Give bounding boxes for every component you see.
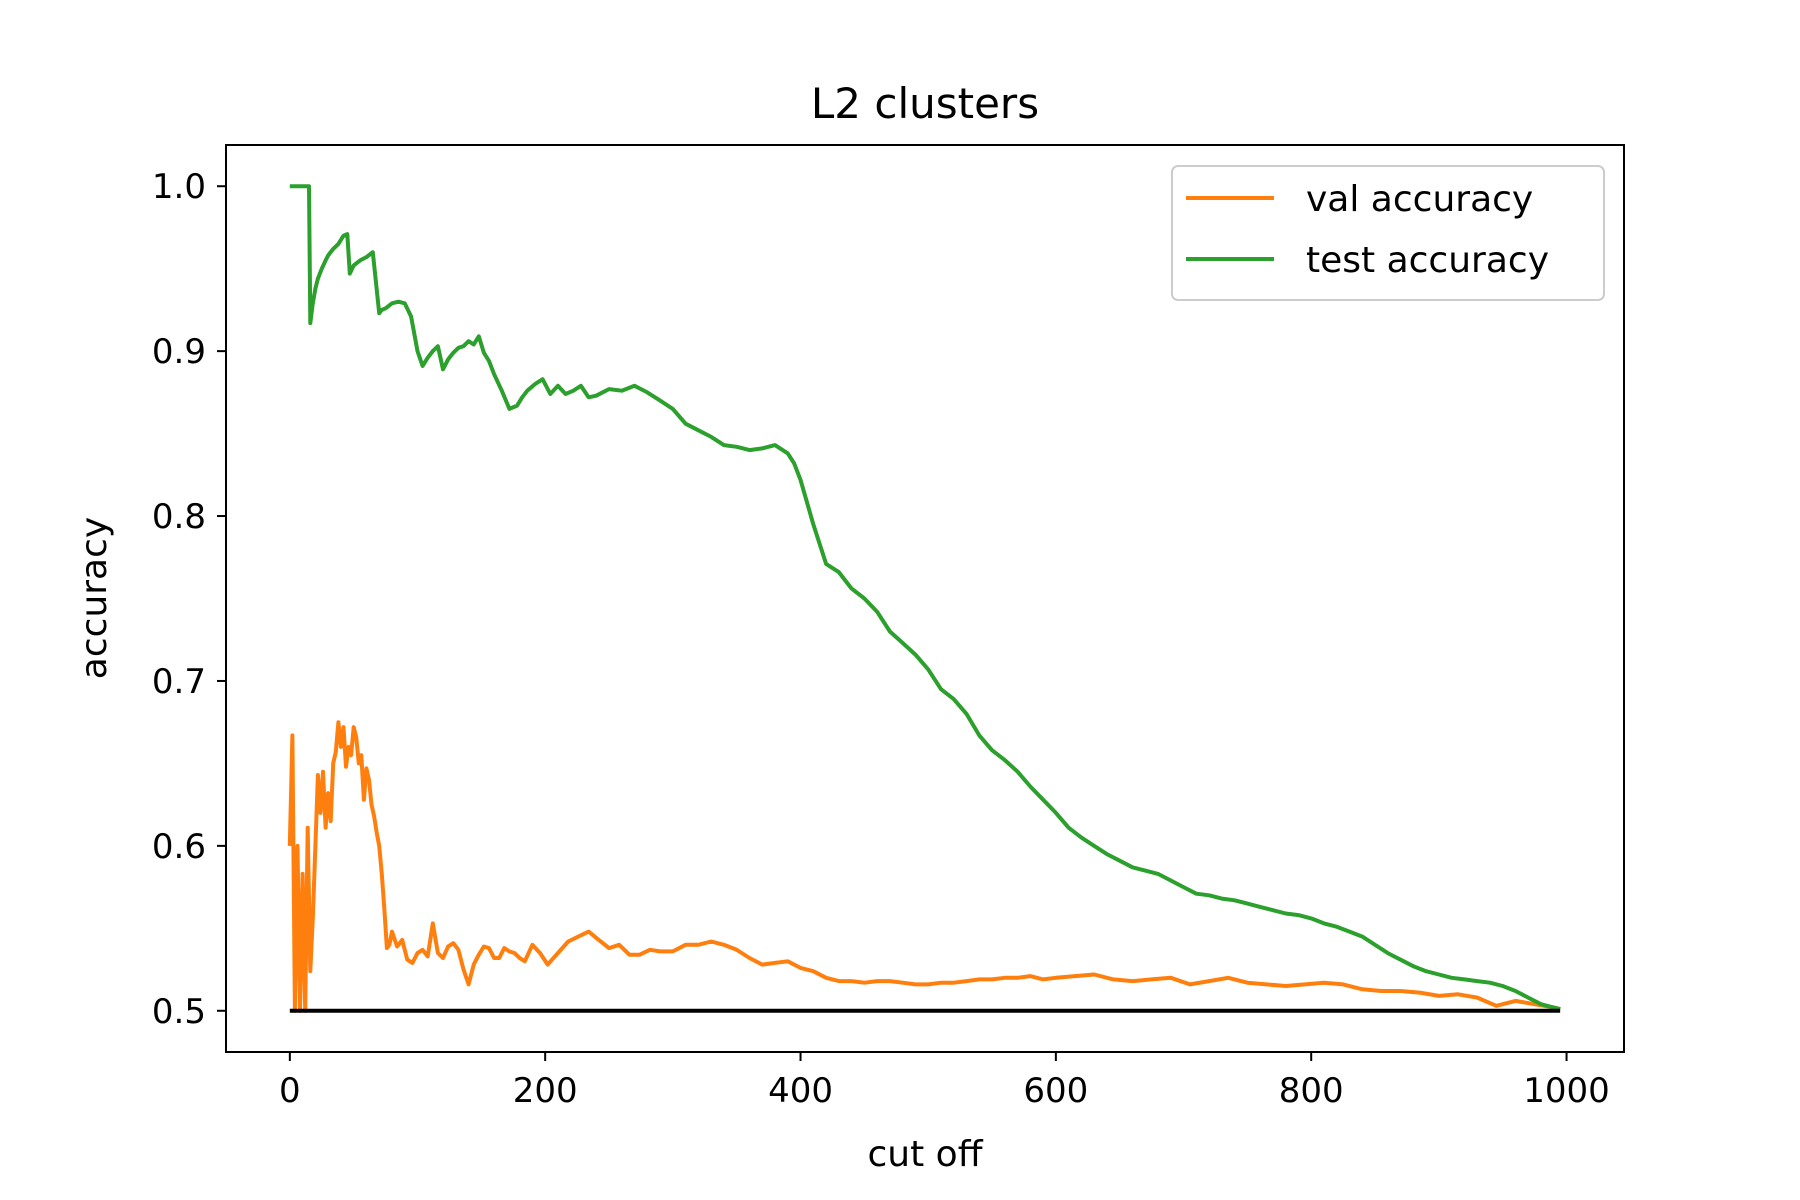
legend: val accuracy test accuracy [1171, 165, 1605, 301]
ticks-layer: 0 200 400 600 800 1000 0.5 0.6 0.7 0.8 0.9 1.0 [152, 167, 1610, 1111]
y-tick-label: 0.8 [152, 497, 206, 537]
plot-frame [225, 144, 1625, 1053]
y-axis-label: accuracy [74, 517, 115, 679]
x-tick-label: 800 [1279, 1071, 1344, 1111]
series-line-val-accuracy [287, 720, 1561, 1013]
series-line-test-accuracy [289, 184, 1561, 1012]
legend-box [1171, 165, 1605, 301]
y-tick-label: 0.9 [152, 332, 206, 372]
x-tick-label: 400 [768, 1071, 833, 1111]
legend-label-test-accuracy: test accuracy [1306, 240, 1549, 281]
x-axis-label: cut off [868, 1134, 984, 1175]
y-tick-label: 0.7 [152, 662, 206, 702]
y-tick-label: 1.0 [152, 167, 206, 207]
x-tick-label: 600 [1023, 1071, 1088, 1111]
chart-title: L2 clusters [811, 79, 1039, 128]
x-tick-label: 1000 [1523, 1071, 1610, 1111]
y-tick-label: 0.5 [152, 992, 206, 1032]
x-tick-label: 0 [279, 1071, 301, 1111]
y-tick-label: 0.6 [152, 827, 206, 867]
legend-label-val-accuracy: val accuracy [1306, 179, 1533, 220]
series-layer [287, 184, 1561, 1013]
x-tick-label: 200 [513, 1071, 578, 1111]
